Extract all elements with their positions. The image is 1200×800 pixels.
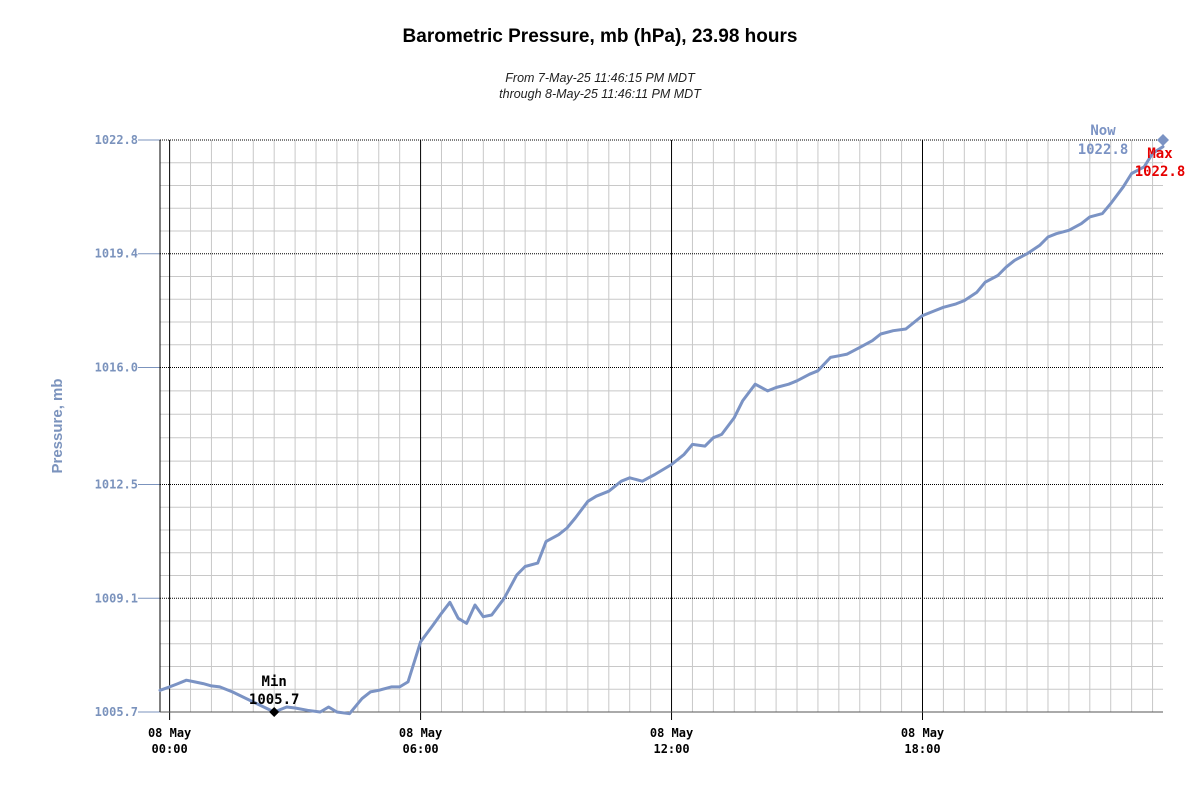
x-tick-label-date: 08 May [650,726,693,740]
x-tick-label-time: 12:00 [653,742,689,756]
min-value: 1005.7 [249,692,300,708]
y-axis-label: Pressure, mb [49,378,66,473]
min-marker [269,707,280,717]
x-tick-label-time: 18:00 [904,742,940,756]
y-tick-label: 1022.8 [95,133,138,147]
x-tick-label-date: 08 May [399,726,442,740]
chart-subtitle-from: From 7-May-25 11:46:15 PM MDT [505,71,696,85]
pressure-series-line [158,145,1165,716]
chart-title: Barometric Pressure, mb (hPa), 23.98 hou… [403,26,798,47]
max-value: 1022.8 [1135,164,1186,180]
max-label: Max [1147,146,1173,162]
series-layer [158,145,1165,716]
axis-ticks: 1022.8 1019.4 1016.0 1012.5 1009.1 1005.7 08 M… [95,133,945,756]
y-tick-label: 1012.5 [95,478,138,492]
y-tick-label: 1009.1 [95,591,138,605]
y-tick-label: 1019.4 [95,247,138,261]
x-tick-label-time: 06:00 [403,742,439,756]
now-marker [1157,134,1169,146]
annotation-layer: Min 1005.7 Now 1022.8 Max 1022.8 [249,123,1185,717]
now-label: Now [1090,123,1116,139]
y-tick-label: 1016.0 [95,360,138,374]
chart-subtitle-through: through 8-May-25 11:46:11 PM MDT [499,87,702,101]
now-value: 1022.8 [1078,142,1129,158]
grid-lines [138,139,1163,720]
x-tick-label-date: 08 May [901,726,944,740]
x-tick-label-time: 00:00 [152,742,188,756]
x-tick-label-date: 08 May [148,726,191,740]
min-label: Min [262,674,287,690]
y-tick-label: 1005.7 [95,705,138,719]
